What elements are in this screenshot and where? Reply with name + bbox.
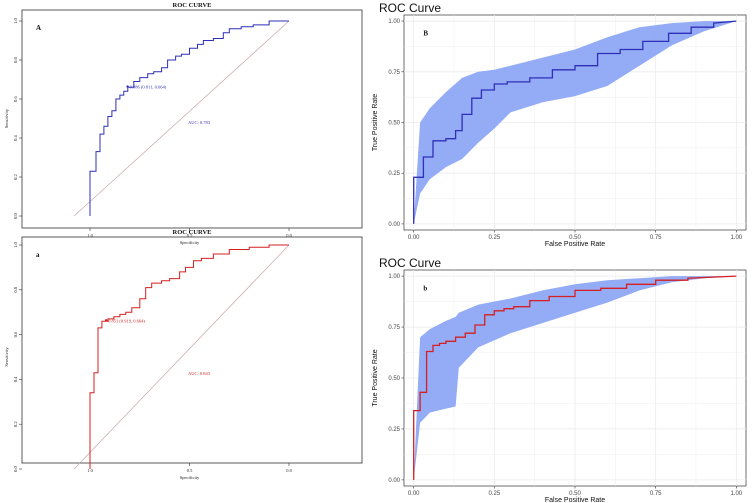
chart-title: ROC Curve xyxy=(379,1,441,15)
x-tick-label: 1.00 xyxy=(730,491,742,497)
y-tick-label: 1.0 xyxy=(13,241,18,247)
threshold-label: 0.886 (0.811, 0.664) xyxy=(130,85,167,91)
x-tick-label: 1.00 xyxy=(730,235,742,241)
auc-label: AUC: 0.843 xyxy=(188,371,211,376)
x-tick-label: 0.75 xyxy=(650,235,662,241)
y-tick-label: 1.0 xyxy=(13,17,18,23)
y-tick-label: 0.8 xyxy=(13,56,18,62)
confidence-band xyxy=(413,276,737,480)
y-tick-label: 0.6 xyxy=(13,331,18,337)
chart-title: ROC Curve xyxy=(379,256,441,270)
roc-curve-line xyxy=(413,20,737,224)
threshold-label: 0.851 (0.919, 0.664) xyxy=(108,318,145,324)
y-tick-label: 0.0 xyxy=(13,212,18,218)
y-tick-label: 0.2 xyxy=(13,174,18,180)
diagonal-reference-line xyxy=(73,20,290,217)
x-axis-label: False Positive Rate xyxy=(545,241,605,248)
plot-frame xyxy=(21,9,363,229)
panel-b-lower: ROC Curve b 0.00 0.25 0.50 0.75 1.00 0.00 0.25 0.… xyxy=(372,256,747,503)
chart-title: ROC CURVE xyxy=(173,229,212,236)
y-tick-label: 0.2 xyxy=(13,421,18,427)
y-tick-label: 1.00 xyxy=(388,19,400,25)
panel-label: b xyxy=(423,284,427,292)
confidence-band xyxy=(413,21,737,224)
y-tick-label: 0.75 xyxy=(388,70,400,76)
plot-frame xyxy=(21,236,363,464)
y-tick-label: 0.50 xyxy=(388,121,400,127)
y-tick-label: 0.6 xyxy=(13,95,18,101)
panel-b-upper: ROC Curve B 0.00 0.25 0.50 0.75 1.00 0.00 0.25 0.… xyxy=(372,1,747,248)
x-tick-label: 0.75 xyxy=(650,491,662,497)
x-tick-label: 0.0 xyxy=(286,233,292,238)
chart-title: ROC CURVE xyxy=(173,2,212,9)
y-tick-label: 0.50 xyxy=(388,376,400,382)
x-axis-label: False Positive Rate xyxy=(545,497,605,503)
x-tick-label: 0.5 xyxy=(187,468,193,473)
x-tick-label: 0.25 xyxy=(488,491,500,497)
y-tick-label: 0.25 xyxy=(388,427,400,433)
x-tick-label: 1.0 xyxy=(87,468,93,473)
y-axis-label: Sensitivity xyxy=(4,347,9,367)
y-tick-label: 0.75 xyxy=(388,325,400,331)
diagonal-reference-line xyxy=(73,244,290,470)
y-tick-label: 0.0 xyxy=(13,465,18,471)
panel-a-upper: ROC CURVE A 0.0 0.2 0.4 0.6 0.8 1.0 Sensitivity 1… xyxy=(4,2,363,245)
x-tick-label: 0.50 xyxy=(569,491,581,497)
x-tick-label: 0.5 xyxy=(187,233,193,238)
threshold-point xyxy=(104,319,108,322)
roc-curve-line xyxy=(89,20,289,216)
panel-label: a xyxy=(36,251,40,259)
y-axis-label: True Positive Rate xyxy=(372,94,379,151)
x-tick-label: 1.0 xyxy=(87,233,93,238)
x-tick-label: 0.0 xyxy=(286,468,292,473)
auc-label: AUC: 0.783 xyxy=(188,120,211,125)
y-tick-label: 0.4 xyxy=(13,134,18,140)
threshold-point xyxy=(126,85,129,88)
panel-label: B xyxy=(423,29,428,37)
y-axis-label: Sensitivity xyxy=(4,108,9,128)
y-tick-label: 0.25 xyxy=(388,171,400,177)
x-tick-label: 0.00 xyxy=(408,235,420,241)
panel-a-lower: ROC CURVE a 0.0 0.2 0.4 0.6 0.8 1.0 Sensitivity 1… xyxy=(4,229,363,480)
y-tick-label: 1.00 xyxy=(388,274,400,280)
y-axis-label: True Positive Rate xyxy=(372,349,379,406)
panel-label: A xyxy=(36,24,41,32)
y-tick-label: 0.00 xyxy=(388,478,400,484)
x-tick-label: 0.25 xyxy=(488,235,500,241)
roc-curve-line xyxy=(413,275,737,480)
x-axis-label: Specificity xyxy=(180,475,200,480)
x-tick-label: 0.00 xyxy=(408,491,420,497)
y-tick-label: 0.4 xyxy=(13,376,18,382)
x-tick-label: 0.50 xyxy=(569,235,581,241)
y-tick-label: 0.00 xyxy=(388,222,400,228)
x-axis-label: Specificity xyxy=(180,240,200,245)
y-tick-label: 0.8 xyxy=(13,286,18,292)
roc-curve-line xyxy=(89,244,289,469)
